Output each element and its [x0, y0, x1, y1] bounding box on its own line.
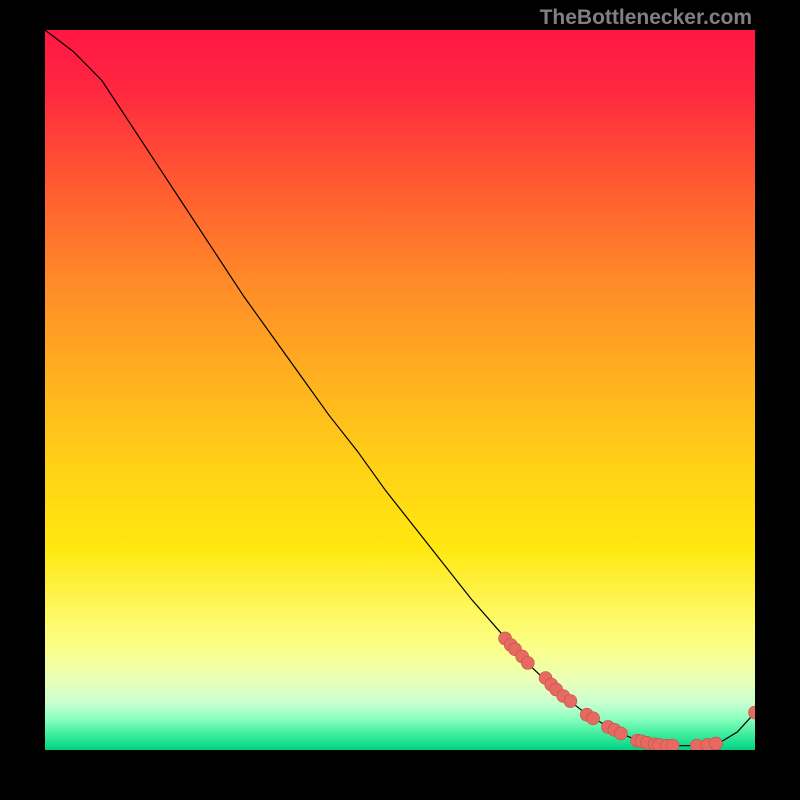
scatter-point — [587, 712, 600, 725]
scatter-point — [564, 695, 577, 708]
scatter-point — [614, 727, 627, 740]
chart-container: TheBottlenecker.com — [0, 0, 800, 800]
scatter-point — [709, 737, 722, 750]
watermark-label: TheBottlenecker.com — [540, 6, 752, 30]
chart-plot — [45, 30, 755, 750]
scatter-point — [521, 656, 534, 669]
chart-background — [45, 30, 755, 750]
scatter-point — [666, 739, 679, 750]
